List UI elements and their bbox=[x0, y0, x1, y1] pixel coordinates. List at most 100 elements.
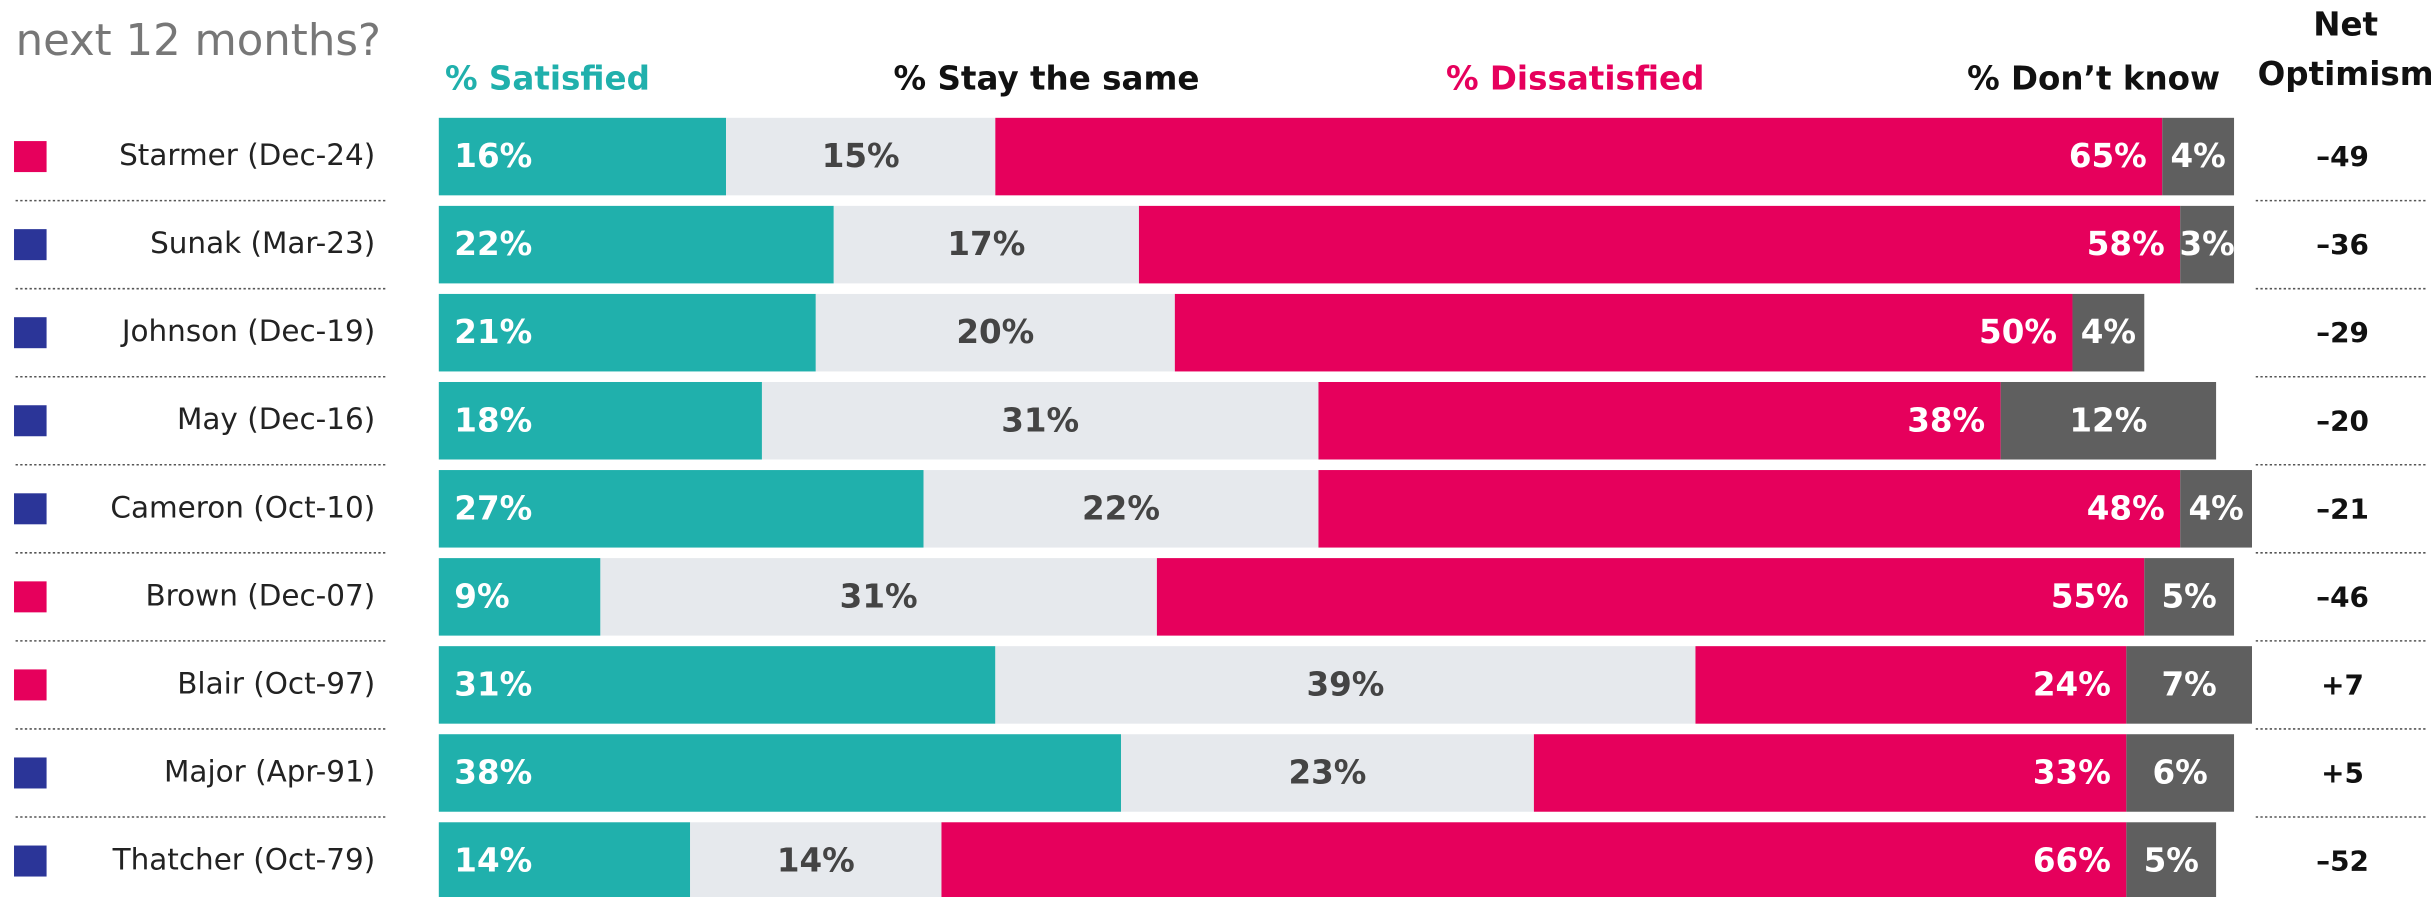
bar-segment bbox=[726, 117, 996, 196]
net-value: –20 bbox=[2316, 404, 2369, 437]
value-label: 14% bbox=[454, 842, 532, 880]
category-label: Brown (Dec-07) bbox=[145, 578, 375, 612]
party-marker bbox=[14, 581, 47, 613]
value-label: 12% bbox=[2069, 401, 2147, 439]
category-label: Thatcher (Oct-79) bbox=[112, 843, 376, 877]
bar-segment bbox=[2144, 558, 2235, 636]
net-value: –29 bbox=[2316, 316, 2369, 349]
party-marker bbox=[14, 317, 47, 349]
value-label: 9% bbox=[454, 577, 509, 615]
category-label: May (Dec-16) bbox=[177, 402, 375, 436]
value-label: 58% bbox=[2087, 225, 2165, 263]
bar-segment bbox=[2000, 381, 2217, 460]
value-label: 31% bbox=[454, 665, 532, 703]
bar-segment bbox=[1138, 205, 2181, 284]
bar-segment bbox=[1695, 646, 2127, 724]
bar-segment bbox=[1318, 381, 2001, 460]
category-label: Blair (Oct-97) bbox=[177, 666, 375, 700]
value-label: 14% bbox=[777, 842, 855, 880]
value-label: 31% bbox=[1001, 401, 1079, 439]
bar-segment bbox=[923, 470, 1319, 548]
bar-segment bbox=[438, 470, 924, 548]
bar-segment bbox=[690, 822, 942, 900]
value-label: 21% bbox=[454, 313, 532, 351]
bar-segment bbox=[815, 293, 1175, 372]
value-label: 20% bbox=[956, 313, 1034, 351]
party-marker bbox=[14, 669, 47, 701]
value-label: 55% bbox=[2051, 577, 2129, 615]
net-value: +5 bbox=[2321, 757, 2364, 790]
value-label: 27% bbox=[454, 489, 532, 527]
net-value: –52 bbox=[2316, 845, 2369, 878]
bar-segment bbox=[600, 558, 1157, 636]
legend-label: % Stay the same bbox=[894, 60, 1200, 98]
bar-segment bbox=[1533, 734, 2127, 812]
legend-label: % Dissatisfied bbox=[1446, 60, 1704, 98]
bar-segment bbox=[2180, 205, 2235, 284]
party-marker bbox=[14, 229, 47, 261]
bar-segment bbox=[1174, 293, 2073, 372]
bar-segment bbox=[2162, 117, 2235, 196]
net-value: –49 bbox=[2316, 140, 2369, 173]
bar-segment bbox=[2072, 293, 2145, 372]
bar-segment bbox=[941, 822, 2127, 900]
net-value: –46 bbox=[2316, 580, 2369, 613]
net-header: Optimism bbox=[2258, 55, 2431, 93]
net-value: +7 bbox=[2321, 668, 2364, 701]
party-marker bbox=[14, 757, 47, 789]
net-value: –36 bbox=[2316, 228, 2369, 261]
value-label: 22% bbox=[454, 225, 532, 263]
bar-segment bbox=[2126, 822, 2217, 900]
category-label: Starmer (Dec-24) bbox=[119, 138, 375, 172]
bar-segment bbox=[438, 558, 601, 636]
party-marker bbox=[14, 845, 47, 877]
category-label: Sunak (Mar-23) bbox=[150, 226, 375, 260]
legend-label: % Satisfied bbox=[445, 60, 650, 98]
value-label: 16% bbox=[454, 137, 532, 175]
value-label: 15% bbox=[822, 137, 900, 175]
bar-segment bbox=[2180, 470, 2252, 548]
value-label: 18% bbox=[454, 401, 532, 439]
value-label: 5% bbox=[2162, 577, 2217, 615]
bar-segment bbox=[1120, 734, 1534, 812]
value-label: 31% bbox=[840, 577, 918, 615]
value-label: 23% bbox=[1288, 754, 1366, 792]
bar-segment bbox=[995, 117, 2163, 196]
bar-segment bbox=[2126, 646, 2252, 724]
chart-title: next 12 months? bbox=[16, 16, 381, 66]
value-label: 39% bbox=[1306, 665, 1384, 703]
party-marker bbox=[14, 405, 47, 437]
value-label: 65% bbox=[2069, 137, 2147, 175]
bar-segment bbox=[438, 646, 996, 724]
bar-segment bbox=[438, 734, 1121, 812]
value-label: 7% bbox=[2162, 665, 2217, 703]
value-label: 4% bbox=[2188, 489, 2243, 527]
value-label: 4% bbox=[2081, 313, 2136, 351]
bar-segment bbox=[833, 205, 1139, 284]
net-value: –21 bbox=[2316, 492, 2369, 525]
bar-segment bbox=[761, 381, 1319, 460]
value-label: 48% bbox=[2087, 489, 2165, 527]
value-label: 22% bbox=[1082, 489, 1160, 527]
party-marker bbox=[14, 493, 47, 525]
category-label: Major (Apr-91) bbox=[164, 754, 375, 788]
category-label: Johnson (Dec-19) bbox=[120, 314, 375, 348]
party-marker bbox=[14, 141, 47, 173]
value-label: 66% bbox=[2033, 842, 2111, 880]
value-label: 38% bbox=[1907, 401, 1985, 439]
net-header: Net bbox=[2313, 5, 2378, 43]
bar-segment bbox=[1156, 558, 2145, 636]
legend-label: % Don’t know bbox=[1967, 60, 2220, 98]
bar-segment bbox=[1318, 470, 2181, 548]
value-label: 5% bbox=[2144, 842, 2199, 880]
bar-segment bbox=[2126, 734, 2235, 812]
bar-segment bbox=[438, 293, 816, 372]
value-label: 3% bbox=[2179, 225, 2234, 263]
bar-segment bbox=[995, 646, 1696, 724]
value-label: 24% bbox=[2033, 665, 2111, 703]
value-label: 33% bbox=[2033, 754, 2111, 792]
value-label: 38% bbox=[454, 754, 532, 792]
bar-segment bbox=[438, 381, 762, 460]
bar-segment bbox=[438, 822, 691, 900]
